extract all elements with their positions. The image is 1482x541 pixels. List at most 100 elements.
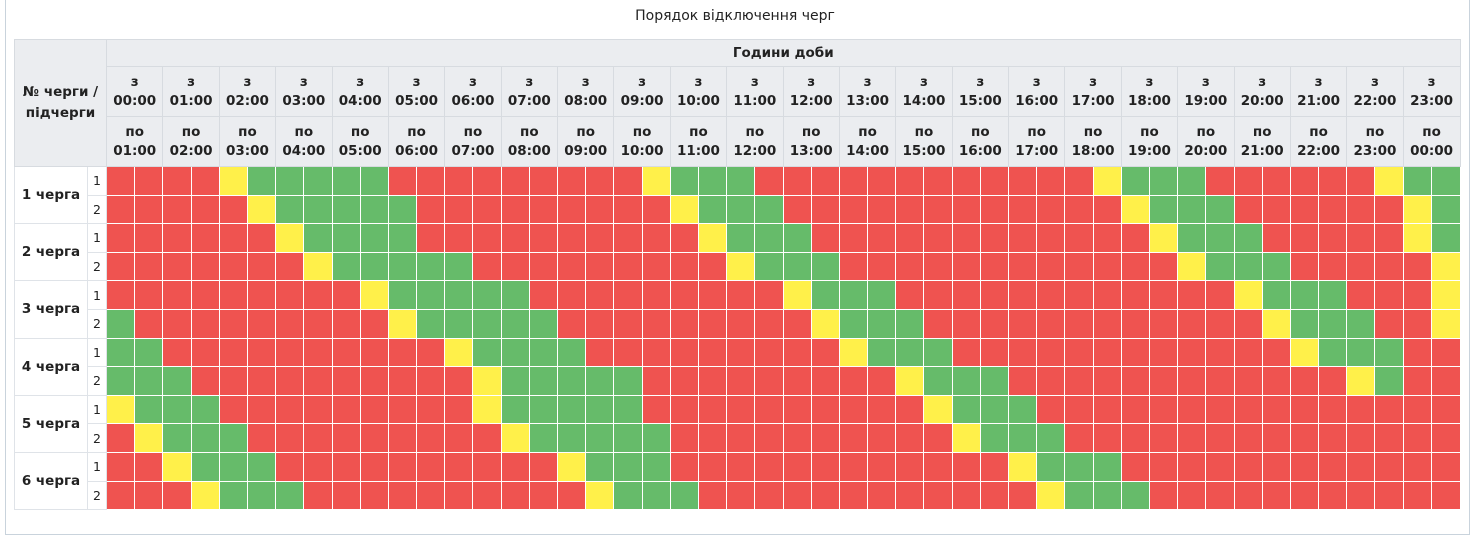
schedule-cell xyxy=(190,366,220,396)
schedule-cell xyxy=(190,308,220,339)
schedule-cell xyxy=(1007,366,1038,396)
schedule-cell xyxy=(1120,394,1150,425)
schedule-cell xyxy=(556,366,587,396)
schedule-cell xyxy=(1318,366,1348,396)
schedule-cell xyxy=(472,194,502,225)
schedule-cell xyxy=(1205,337,1235,368)
schedule-cell xyxy=(359,423,389,453)
hour-to-label: по 22:00 xyxy=(1289,116,1348,167)
schedule-cell xyxy=(387,223,418,253)
queue-label: 6 черга xyxy=(14,451,88,511)
schedule-cell xyxy=(613,337,643,368)
schedule-cell xyxy=(1205,166,1235,196)
schedule-cell xyxy=(331,166,361,196)
schedule-cell xyxy=(726,166,756,196)
hour-from-label: з 19:00 xyxy=(1177,66,1235,117)
schedule-cell xyxy=(246,423,277,453)
schedule-cell xyxy=(1064,166,1094,196)
schedule-cell xyxy=(500,366,530,396)
schedule-cell xyxy=(641,451,671,482)
schedule-cell xyxy=(1064,280,1094,310)
schedule-cell xyxy=(697,166,728,196)
schedule-cell xyxy=(1318,394,1348,425)
schedule-cell xyxy=(556,423,587,453)
schedule-cell xyxy=(162,451,192,482)
schedule-cell xyxy=(275,194,305,225)
schedule-cell xyxy=(246,394,277,425)
schedule-cell xyxy=(218,366,248,396)
schedule-cell xyxy=(134,451,164,482)
hour-from-label: з 18:00 xyxy=(1120,66,1179,117)
schedule-cell xyxy=(726,194,756,225)
hour-from-label: з 21:00 xyxy=(1289,66,1348,117)
schedule-cell xyxy=(838,280,869,310)
schedule-cell xyxy=(218,451,248,482)
schedule-cell xyxy=(1148,480,1179,511)
schedule-cell xyxy=(697,308,728,339)
schedule-cell xyxy=(585,394,615,425)
schedule-cell xyxy=(726,480,756,511)
schedule-cell xyxy=(1007,308,1038,339)
schedule-cell xyxy=(1289,251,1320,282)
schedule-cell xyxy=(1402,366,1432,396)
schedule-cell xyxy=(1430,451,1461,482)
schedule-cell xyxy=(641,337,671,368)
schedule-cell xyxy=(1120,423,1150,453)
schedule-cell xyxy=(528,366,559,396)
schedule-cell xyxy=(1148,223,1179,253)
schedule-cell xyxy=(726,308,756,339)
schedule-cell xyxy=(1402,480,1432,511)
schedule-cell xyxy=(1092,166,1122,196)
schedule-cell xyxy=(641,194,671,225)
schedule-cell xyxy=(190,394,220,425)
schedule-cell xyxy=(867,480,897,511)
schedule-cell xyxy=(359,337,389,368)
schedule-cell xyxy=(218,423,248,453)
table-row: 2 xyxy=(15,366,1461,396)
schedule-cell xyxy=(190,451,220,482)
schedule-cell xyxy=(1233,308,1263,339)
schedule-cell xyxy=(1120,480,1150,511)
hour-to-label: по 12:00 xyxy=(726,116,784,167)
schedule-cell xyxy=(1148,308,1179,339)
schedule-cell xyxy=(1430,423,1461,453)
schedule-cell xyxy=(1092,280,1122,310)
schedule-cell xyxy=(246,366,277,396)
schedule-cell xyxy=(387,308,418,339)
schedule-cell xyxy=(528,194,559,225)
schedule-cell xyxy=(162,394,192,425)
schedule-cell xyxy=(303,194,333,225)
schedule-cell xyxy=(923,451,953,482)
schedule-cell xyxy=(669,451,699,482)
schedule-cell xyxy=(1148,451,1179,482)
schedule-cell xyxy=(134,280,164,310)
schedule-cell xyxy=(275,423,305,453)
schedule-cell xyxy=(472,251,502,282)
schedule-cell xyxy=(613,280,643,310)
schedule-cell xyxy=(1289,480,1320,511)
schedule-cell xyxy=(697,423,728,453)
schedule-cell xyxy=(1177,394,1207,425)
schedule-cell xyxy=(1205,480,1235,511)
schedule-cell xyxy=(1064,423,1094,453)
schedule-cell xyxy=(613,451,643,482)
schedule-cell xyxy=(218,166,248,196)
schedule-cell xyxy=(1346,166,1376,196)
schedule-cell xyxy=(1233,366,1263,396)
hour-to-label: по 17:00 xyxy=(1007,116,1066,167)
schedule-cell xyxy=(105,337,136,368)
schedule-cell xyxy=(810,251,840,282)
schedule-cell xyxy=(1318,223,1348,253)
schedule-cell xyxy=(1374,366,1404,396)
schedule-cell xyxy=(444,308,474,339)
schedule-cell xyxy=(1289,394,1320,425)
schedule-cell xyxy=(303,394,333,425)
schedule-cell xyxy=(867,394,897,425)
schedule-cell xyxy=(303,337,333,368)
schedule-cell xyxy=(923,366,953,396)
schedule-cell xyxy=(810,166,840,196)
schedule-cell xyxy=(1233,194,1263,225)
schedule-cell xyxy=(585,251,615,282)
hour-from-label: з 20:00 xyxy=(1233,66,1291,117)
schedule-cell xyxy=(1318,251,1348,282)
